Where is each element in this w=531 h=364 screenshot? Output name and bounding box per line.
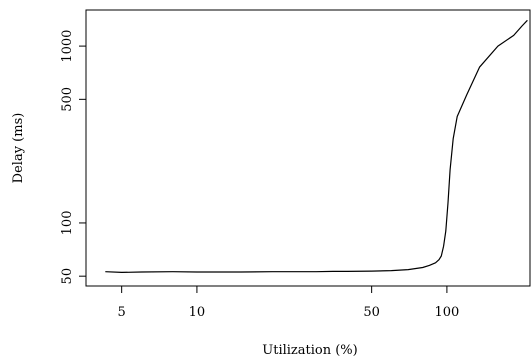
- x-tick-label: 100: [434, 305, 459, 320]
- x-axis-label: Utilization (%): [262, 343, 357, 358]
- y-tick-label: 1000: [60, 30, 75, 63]
- x-tick-label: 10: [189, 305, 206, 320]
- y-tick-label: 100: [60, 211, 75, 236]
- series-line-0: [105, 19, 528, 273]
- y-axis-label: Delay (ms): [11, 113, 26, 184]
- x-tick-label: 5: [118, 305, 126, 320]
- x-tick-label: 50: [363, 305, 380, 320]
- y-tick-label: 50: [60, 268, 75, 285]
- series-group: [105, 19, 528, 273]
- x-axis: 5 10 50 100: [118, 286, 459, 320]
- plot-frame: [85, 9, 531, 287]
- y-tick-label: 500: [60, 87, 75, 112]
- y-axis: 50 100 500 1000: [60, 30, 86, 285]
